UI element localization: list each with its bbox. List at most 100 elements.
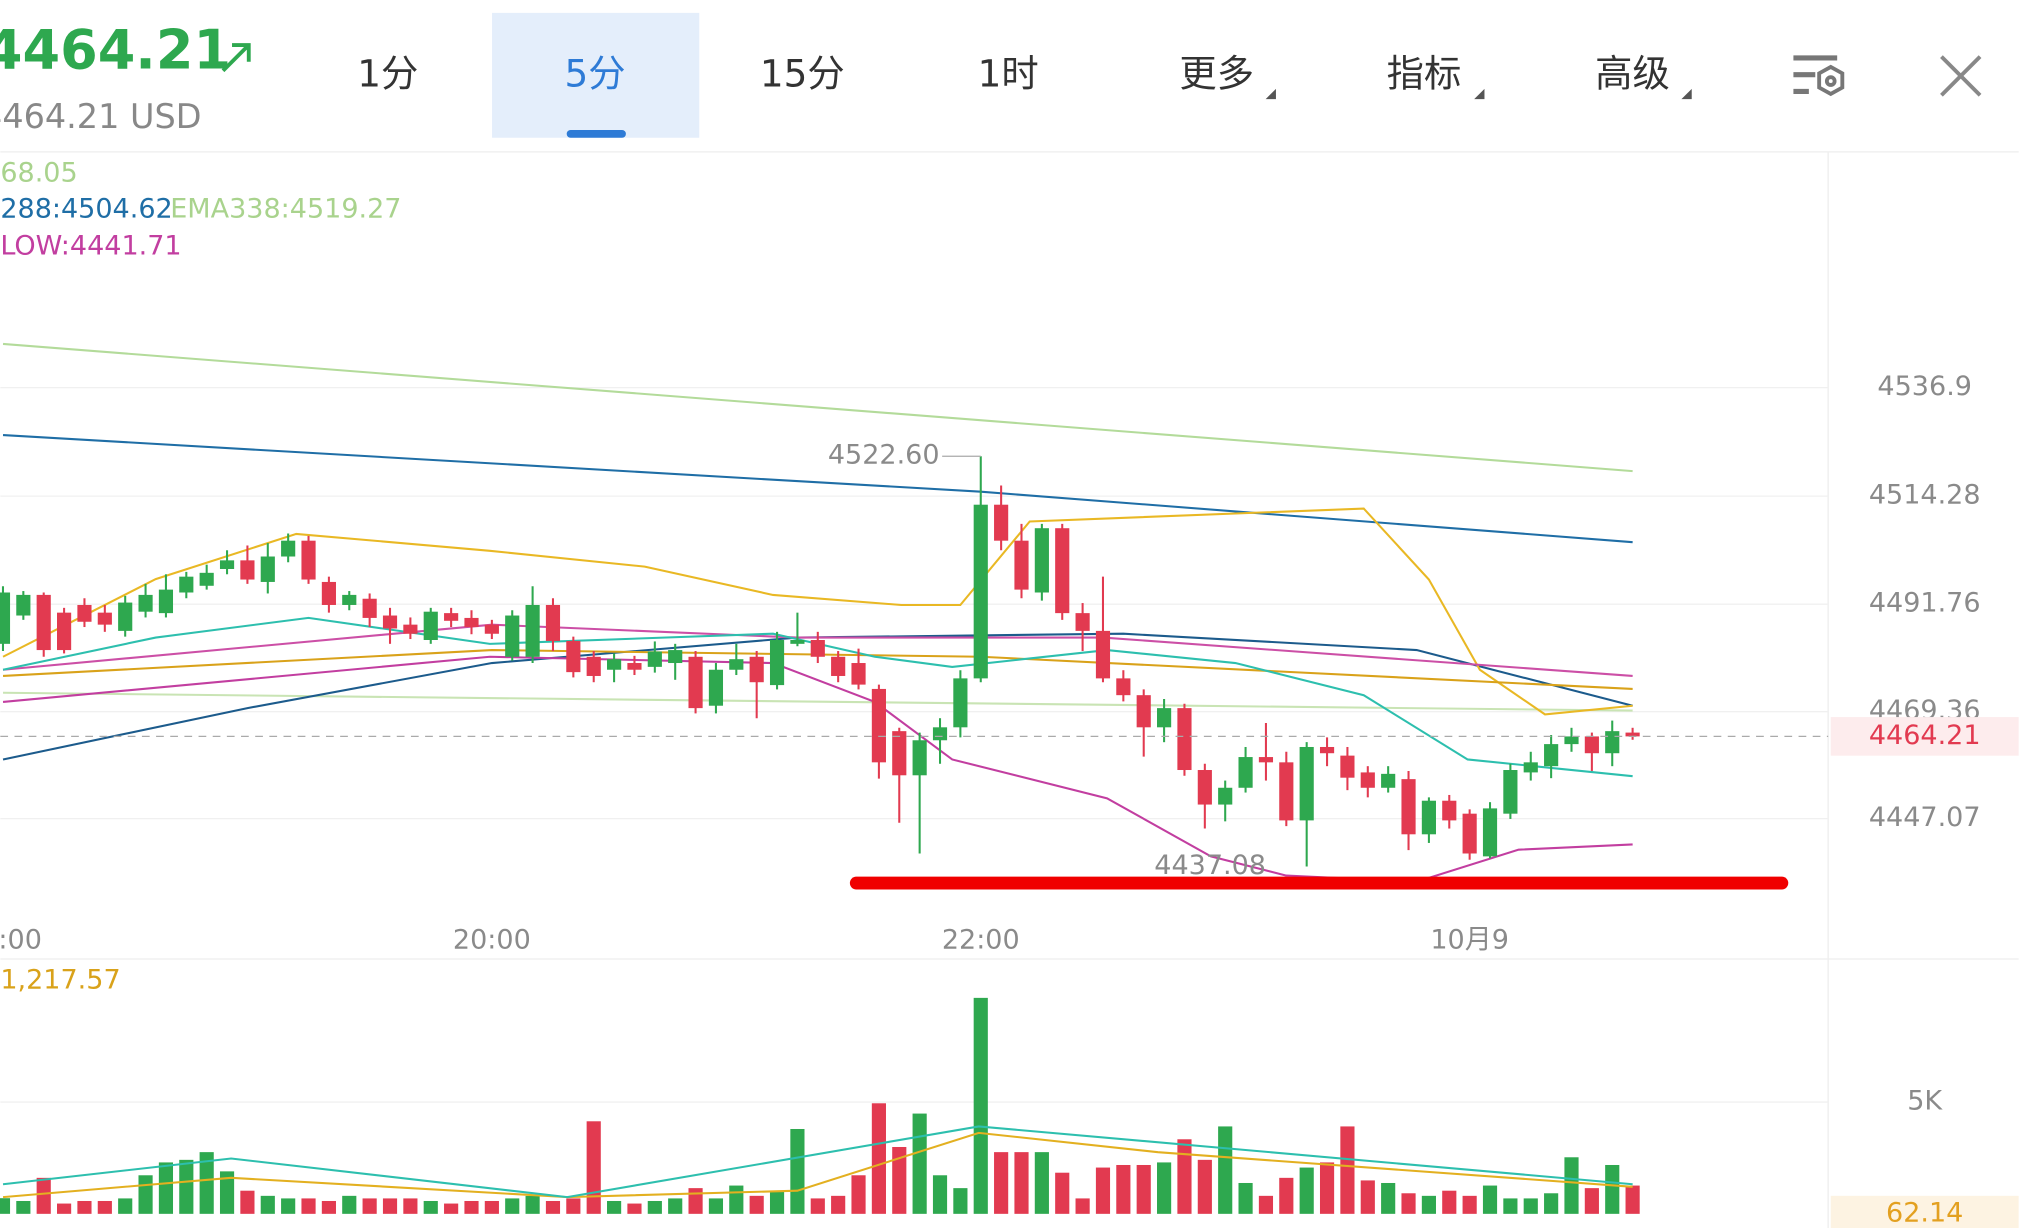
price: 4464.21 [0, 19, 231, 82]
candle-body [1442, 800, 1457, 821]
volume-last-label: 62.14 [1886, 1197, 1963, 1228]
y-tick-label: 4447.07 [1869, 802, 1981, 833]
candle-body [199, 572, 214, 586]
volume-bar [953, 1188, 968, 1214]
candle-body [1014, 540, 1029, 590]
candle-body [953, 678, 968, 728]
candle-body [994, 504, 1009, 541]
volume-bar [1238, 1182, 1253, 1214]
candle-body [1401, 779, 1416, 835]
candle-body [505, 615, 520, 657]
candle-body [1319, 746, 1335, 754]
candle-body [1136, 695, 1151, 728]
candle-body [484, 624, 499, 634]
volume-bar [1421, 1195, 1436, 1214]
candle-body [240, 560, 255, 580]
volume-bar [484, 1200, 499, 1214]
candle-body [1360, 772, 1375, 788]
last-price-label: 4464.21 [1869, 720, 1981, 751]
volume-bar [1523, 1198, 1538, 1214]
candle-body [158, 589, 174, 614]
volume-bar [403, 1198, 418, 1214]
volume-bar [1544, 1193, 1559, 1214]
candle-body [464, 617, 479, 628]
volume-bar [973, 997, 988, 1214]
volume-bar [57, 1203, 72, 1214]
y-tick-label: 4536.9 [1877, 371, 1972, 402]
candle-body [566, 640, 581, 673]
volume-bar [1299, 1167, 1314, 1214]
volume-bar [1197, 1159, 1212, 1214]
up-arrow [221, 43, 251, 73]
volume-bar [1564, 1157, 1579, 1214]
volume-bar [607, 1200, 622, 1214]
tab[interactable]: 5分 [564, 51, 625, 95]
tab[interactable]: 高级 [1595, 51, 1670, 95]
candle-body [1238, 757, 1253, 788]
drawn-line [849, 876, 1789, 890]
volume-bar [1605, 1164, 1620, 1214]
volume-bar [566, 1198, 581, 1214]
volume-bar [1095, 1167, 1111, 1214]
settings-icon[interactable] [1793, 55, 1845, 97]
x-tick-label: 18:00 [0, 924, 42, 955]
volume-bar [831, 1195, 846, 1214]
candle-body [1299, 746, 1314, 821]
legend-text: 288:4504.62 [0, 193, 172, 224]
volume-bar [1401, 1193, 1416, 1214]
volume-bar [545, 1200, 561, 1214]
axes: 4447.074469.364491.764514.284536.918:002… [0, 371, 2019, 1228]
candle-body [769, 639, 785, 686]
candle-body [1095, 630, 1111, 679]
y-tick-label: 4514.28 [1869, 480, 1981, 511]
volume-bar [382, 1198, 398, 1214]
candle-body [545, 604, 561, 641]
volume-bar [118, 1198, 133, 1214]
candle-body [1258, 757, 1274, 763]
volume-bar [912, 1113, 927, 1214]
legend-text: EMA338:4519.27 [170, 193, 401, 224]
volume-bar [1360, 1180, 1375, 1214]
volume-bar [301, 1198, 316, 1214]
volume-bar [668, 1198, 683, 1214]
tab[interactable]: 更多 [1179, 51, 1254, 95]
indicator-line [2, 507, 1633, 716]
candle-body [444, 613, 459, 621]
indicator-line [2, 1131, 1633, 1199]
volume-bar [219, 1171, 235, 1214]
candle-body [219, 560, 235, 569]
volume-bar [1319, 1162, 1335, 1214]
candle-body [97, 612, 112, 625]
candle-body [647, 651, 662, 667]
tab[interactable]: 15分 [760, 51, 845, 95]
candle-body [688, 656, 703, 709]
volume-bar [892, 1146, 907, 1214]
tab[interactable]: 指标 [1387, 51, 1462, 95]
volume-bar [281, 1198, 296, 1214]
candle-body [77, 604, 92, 622]
candle-body [668, 650, 683, 664]
dropdown-mark [1474, 88, 1485, 100]
volume-bar [810, 1198, 825, 1214]
tab[interactable]: 1分 [357, 51, 418, 95]
volume-bar [1014, 1152, 1029, 1214]
candle-body [362, 598, 377, 618]
volume-bar [16, 1200, 31, 1214]
candle-body [1544, 744, 1559, 767]
volume-bar [1136, 1164, 1151, 1214]
candle-body [729, 659, 744, 670]
candle-body [1218, 787, 1233, 805]
tab[interactable]: 1时 [978, 51, 1039, 95]
legend-text: 68.05 [0, 157, 77, 188]
volume-bar [1177, 1139, 1192, 1214]
indicator-line [3, 691, 1633, 712]
volume-bar [1055, 1172, 1070, 1214]
close-icon[interactable] [1940, 55, 1982, 97]
volume-bar [1381, 1182, 1396, 1214]
legend-text: LOW:4441.71 [0, 231, 181, 262]
candle-body [1279, 762, 1294, 821]
candle-body [1197, 770, 1212, 805]
candle-body [831, 656, 846, 676]
volume-bar [769, 1190, 785, 1214]
volume-bar [749, 1195, 764, 1214]
